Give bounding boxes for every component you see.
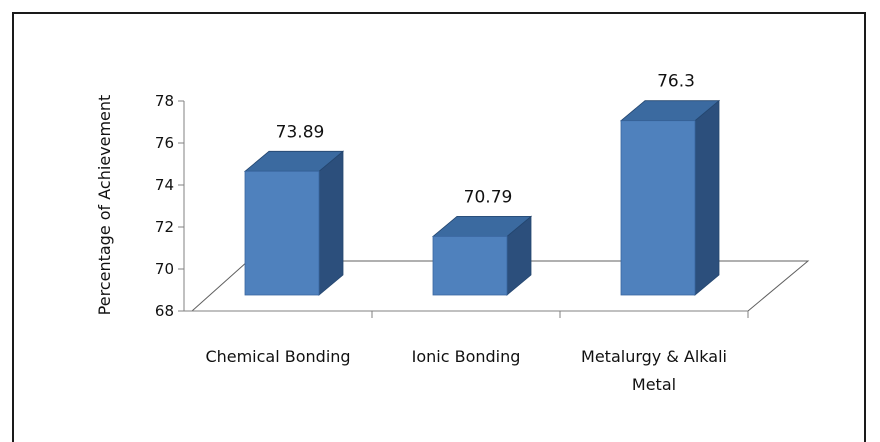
bar-front-face: [244, 170, 320, 296]
bar-front-face: [432, 236, 508, 296]
y-tick-label: 72: [155, 218, 174, 236]
y-tick-label: 70: [155, 260, 174, 278]
chart-axes: 68 70 72 74 76 78: [155, 92, 749, 320]
chart-bars: [243, 99, 721, 296]
x-category-label: Metalurgy & Alkali: [581, 347, 727, 366]
bar-chart: 68 70 72 74 76 78 73.89 Chemical Bonding 70.79 I…: [95, 72, 810, 394]
bar: [619, 99, 721, 296]
x-category-label: Chemical Bonding: [205, 347, 350, 366]
chart-frame: [12, 12, 866, 442]
y-tick-label: 74: [155, 176, 174, 194]
y-axis-label: Percentage of Achievement: [95, 95, 114, 316]
bar-side-face: [318, 150, 344, 296]
bar: [243, 150, 345, 296]
data-label: 73.89: [276, 122, 325, 142]
y-tick-label: 68: [155, 302, 174, 320]
data-label: 76.3: [657, 72, 695, 92]
y-tick-label: 76: [155, 134, 174, 152]
x-category-label: Ionic Bonding: [412, 347, 521, 366]
chart-labels: 73.89 Chemical Bonding 70.79 Ionic Bonding 7…: [205, 72, 727, 394]
x-category-label: Metal: [632, 375, 676, 394]
y-tick-label: 78: [155, 92, 174, 110]
bar-side-face: [694, 99, 720, 296]
data-label: 70.79: [464, 187, 513, 207]
bar: [431, 215, 533, 296]
bar-front-face: [620, 120, 696, 296]
